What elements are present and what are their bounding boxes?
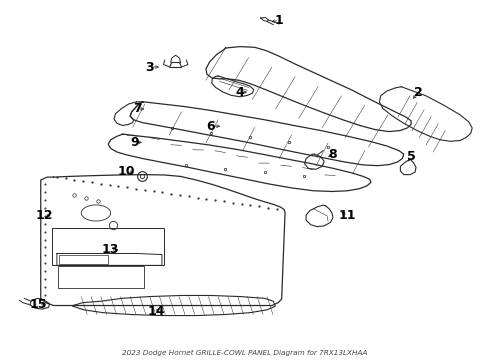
Text: 10: 10 [118, 165, 136, 178]
Text: 4: 4 [236, 86, 245, 99]
Text: 15: 15 [30, 298, 48, 311]
Text: 3: 3 [146, 60, 154, 73]
Text: 12: 12 [36, 210, 53, 222]
Text: 14: 14 [147, 306, 165, 319]
Text: 2: 2 [414, 86, 423, 99]
Text: 9: 9 [131, 136, 139, 149]
Text: 6: 6 [206, 120, 215, 133]
Text: 13: 13 [102, 243, 120, 256]
Text: 11: 11 [339, 210, 356, 222]
Text: 8: 8 [329, 148, 337, 161]
Text: 5: 5 [407, 150, 416, 163]
Text: 2023 Dodge Hornet GRILLE-COWL PANEL Diagram for 7RX13LXHAA: 2023 Dodge Hornet GRILLE-COWL PANEL Diag… [122, 350, 368, 356]
Text: 1: 1 [275, 14, 284, 27]
Text: 7: 7 [133, 103, 142, 116]
